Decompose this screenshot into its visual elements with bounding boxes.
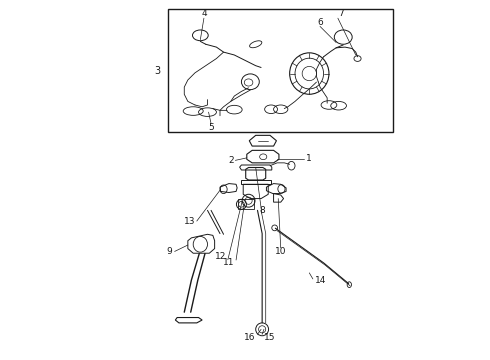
Text: 8: 8 [259, 206, 265, 215]
Text: 7: 7 [339, 9, 344, 18]
Text: 3: 3 [154, 66, 161, 76]
Text: 10: 10 [275, 247, 287, 256]
Text: 9: 9 [166, 247, 172, 256]
Text: 4: 4 [201, 9, 207, 18]
Text: 2: 2 [228, 156, 234, 165]
Text: 14: 14 [315, 276, 326, 285]
Text: 6: 6 [317, 18, 323, 27]
Text: 12: 12 [215, 252, 226, 261]
Text: 5: 5 [208, 123, 214, 132]
Text: 16: 16 [244, 333, 256, 342]
Text: 13: 13 [183, 217, 195, 226]
Text: 15: 15 [264, 333, 275, 342]
Text: 11: 11 [223, 258, 234, 267]
Text: 1: 1 [306, 154, 312, 163]
Bar [168, 9, 393, 132]
